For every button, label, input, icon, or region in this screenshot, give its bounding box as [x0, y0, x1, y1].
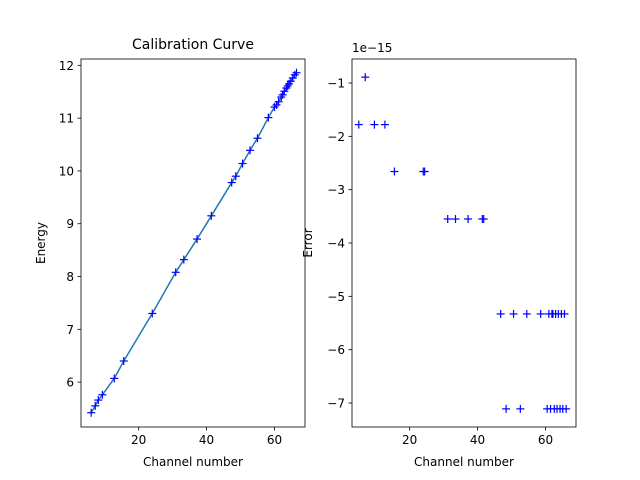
calibration-x-ticks: 20 40 60	[131, 427, 282, 447]
y-tick-label: 11	[59, 112, 74, 126]
data-point-marker	[361, 73, 370, 82]
x-tick-label: 20	[402, 433, 417, 447]
data-point-marker	[207, 211, 216, 220]
data-point-marker	[496, 309, 505, 318]
data-point-marker	[98, 390, 107, 399]
y-tick-label: 7	[66, 323, 74, 337]
data-point-marker	[238, 159, 247, 168]
error-y-axis-label: Error	[301, 228, 315, 257]
data-point-marker	[171, 268, 180, 277]
calibration-y-ticks: 6 7 8 9 10 11 12	[59, 59, 81, 390]
y-tick-label: 12	[59, 59, 74, 73]
data-point-marker	[380, 120, 389, 129]
error-plot-area	[354, 73, 571, 413]
x-tick-label: 40	[470, 433, 485, 447]
data-point-marker	[502, 404, 511, 413]
data-point-marker	[516, 404, 525, 413]
data-point-marker	[509, 309, 518, 318]
data-point-marker	[253, 134, 262, 143]
data-point-marker	[278, 90, 287, 99]
data-point-marker	[292, 68, 301, 77]
x-tick-label: 20	[131, 433, 146, 447]
x-tick-label: 60	[538, 433, 553, 447]
data-point-marker	[560, 309, 569, 318]
y-tick-label: 9	[66, 217, 74, 231]
data-point-marker	[451, 215, 460, 223]
y-tick-label: 10	[59, 164, 74, 178]
data-point-marker	[148, 309, 157, 318]
error-panel: 1e−15 20 40 60 −1 −2 −3 −4 −5 −6 −7 Channel numb…	[301, 41, 577, 469]
x-tick-label: 60	[267, 433, 282, 447]
data-point-marker	[87, 408, 96, 417]
calibration-x-axis-label: Channel number	[143, 455, 243, 469]
data-point-marker	[443, 215, 452, 223]
y-tick-label: −5	[327, 290, 345, 304]
y-tick-label: −2	[327, 130, 345, 144]
data-point-marker	[94, 396, 103, 405]
y-tick-label: −4	[327, 237, 345, 251]
y-tick-label: 8	[66, 270, 74, 284]
y-tick-label: −6	[327, 343, 345, 357]
data-point-marker	[227, 178, 236, 187]
data-point-marker	[479, 215, 488, 223]
data-point-marker	[464, 215, 473, 223]
data-point-marker	[179, 255, 188, 264]
data-point-marker	[119, 357, 128, 366]
error-x-ticks: 20 40 60	[402, 427, 553, 447]
calibration-axes-frame	[80, 58, 306, 428]
calibration-plot-area	[87, 68, 301, 417]
y-tick-label: −7	[327, 397, 345, 411]
data-point-marker	[522, 309, 531, 318]
error-offset-text: 1e−15	[352, 41, 392, 55]
y-tick-label: 6	[66, 376, 74, 390]
data-point-marker	[231, 172, 240, 181]
error-x-axis-label: Channel number	[414, 455, 514, 469]
data-point-marker	[264, 113, 273, 122]
data-point-marker	[420, 167, 429, 176]
x-tick-label: 40	[199, 433, 214, 447]
data-point-marker	[536, 309, 545, 318]
data-point-marker	[562, 404, 571, 413]
data-point-marker	[370, 120, 379, 129]
data-point-marker	[246, 146, 255, 155]
data-point-marker	[390, 167, 399, 176]
y-tick-label: −1	[327, 77, 345, 91]
data-point-marker	[110, 374, 119, 383]
data-point-marker	[354, 120, 363, 129]
data-point-marker	[274, 97, 283, 106]
data-point-marker	[91, 401, 100, 410]
calibration-panel: Calibration Curve 20 40 60 6 7 8 9 10 11 12 Chan…	[34, 37, 306, 469]
calibration-title: Calibration Curve	[132, 37, 254, 53]
error-y-ticks: −1 −2 −3 −4 −5 −6 −7	[327, 77, 352, 411]
calibration-y-axis-label: Energy	[34, 222, 48, 264]
y-tick-label: −3	[327, 183, 345, 197]
data-point-marker	[193, 235, 202, 244]
